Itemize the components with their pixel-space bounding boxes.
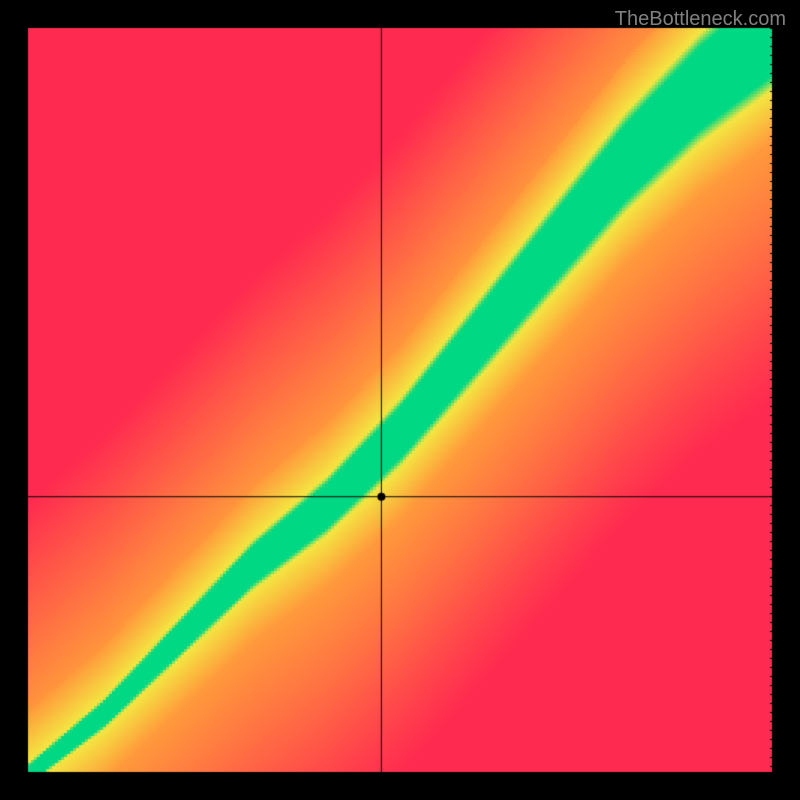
heatmap-canvas [0,0,800,800]
watermark-text: TheBottleneck.com [615,8,786,31]
chart-container: TheBottleneck.com [0,0,800,800]
